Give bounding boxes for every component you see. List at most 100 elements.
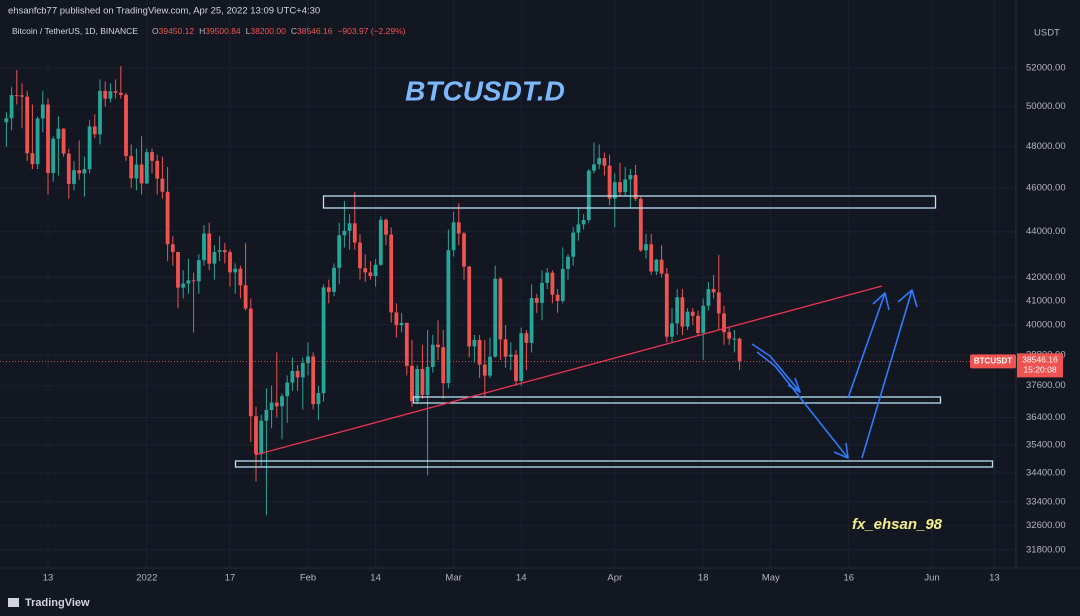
candle-body xyxy=(633,175,638,199)
y-tick-label: 50000.00 xyxy=(1026,101,1066,112)
candle-body xyxy=(202,233,206,261)
x-tick-label: 13 xyxy=(989,573,1000,584)
candle-body xyxy=(373,264,378,277)
symbol-label: BTCUSDT xyxy=(974,356,1012,365)
candle-body xyxy=(144,152,149,184)
candle-body xyxy=(332,267,336,292)
candle-body xyxy=(560,268,565,301)
arrow-head xyxy=(833,442,849,459)
candle-body xyxy=(394,312,399,326)
x-tick-label: 18 xyxy=(698,573,709,584)
candle-body xyxy=(155,160,160,179)
candles xyxy=(4,66,742,516)
candle-body xyxy=(540,282,544,303)
candle-body xyxy=(150,152,154,161)
candle-body xyxy=(399,322,404,326)
candle-body xyxy=(113,91,118,93)
legend-value: 39450.12 xyxy=(159,26,195,36)
candle-body xyxy=(378,219,383,265)
legend-symbol: Bitcoin / TetherUS, 1D, BINANCE xyxy=(12,26,138,36)
candle-body xyxy=(35,118,40,165)
candle-body xyxy=(4,118,9,123)
candle-body xyxy=(462,233,466,267)
candle-body xyxy=(436,344,440,348)
candle-body xyxy=(191,280,196,282)
candle-body xyxy=(727,332,732,339)
candle-body xyxy=(300,363,305,378)
candle-body xyxy=(701,305,706,333)
candle-body xyxy=(87,126,92,170)
legend: Bitcoin / TetherUS, 1D, BINANCE O39450.12… xyxy=(12,26,406,36)
candle-body xyxy=(456,222,461,234)
x-tick-label: Mar xyxy=(445,573,461,584)
x-tick-label: Feb xyxy=(300,573,316,584)
candle-body xyxy=(732,338,737,340)
y-tick-label: 34400.00 xyxy=(1026,467,1066,478)
candle-body xyxy=(295,370,300,378)
candle-body xyxy=(503,339,508,357)
candle-body xyxy=(675,297,680,324)
candle-body xyxy=(254,416,258,454)
y-tick-label: 44000.00 xyxy=(1026,226,1066,237)
candle-body xyxy=(77,170,82,174)
candle-body xyxy=(690,311,695,316)
candle-body xyxy=(285,382,290,397)
footer: TradingView xyxy=(8,597,90,609)
candle-body xyxy=(243,285,248,309)
candle-body xyxy=(488,356,492,376)
annotation-title: BTCUSDT.D xyxy=(405,75,565,106)
candle-body xyxy=(9,95,14,119)
candle-body xyxy=(176,251,180,288)
legend-key: O xyxy=(152,26,159,36)
signature: fx_ehsan_98 xyxy=(852,516,943,533)
x-tick-label: 14 xyxy=(370,573,381,584)
candle-body xyxy=(233,268,238,273)
candle-body xyxy=(519,333,524,382)
legend-key: C xyxy=(291,26,297,36)
candle-body xyxy=(696,315,700,333)
candle-body xyxy=(571,232,576,257)
candle-body xyxy=(269,402,274,411)
candle-body xyxy=(129,155,134,179)
candle-body xyxy=(56,128,61,139)
support-zone xyxy=(412,396,942,404)
candle-body xyxy=(186,280,191,284)
candle-body xyxy=(566,256,570,269)
axes: 31800.00 32600.00 33400.00 34400.00 35400.00… xyxy=(0,63,1066,584)
candle-body xyxy=(514,354,518,382)
candle-body xyxy=(290,370,295,383)
candle-body xyxy=(384,219,388,235)
candle-body xyxy=(628,175,633,180)
candle-body xyxy=(451,222,456,251)
candle-body xyxy=(20,95,24,97)
y-tick-label: 32600.00 xyxy=(1026,520,1066,531)
x-tick-label: 17 xyxy=(225,573,236,584)
candle-body xyxy=(586,170,591,220)
candle-body xyxy=(644,244,648,251)
candle-body xyxy=(238,268,243,286)
candle-body xyxy=(306,356,310,364)
candle-body xyxy=(118,92,123,95)
candle-body xyxy=(40,104,45,119)
candle-body xyxy=(477,339,482,365)
y-tick-label: 37600.00 xyxy=(1026,380,1066,391)
candle-body xyxy=(46,104,50,173)
support-zone xyxy=(234,460,994,468)
candle-body xyxy=(326,287,331,292)
arrow xyxy=(847,292,886,399)
candle-body xyxy=(592,164,596,171)
x-tick-label: 14 xyxy=(516,573,527,584)
candle-body xyxy=(124,94,128,156)
candle-body xyxy=(534,298,539,303)
candle-body xyxy=(425,366,430,395)
candle-body xyxy=(404,322,409,366)
candle-body xyxy=(618,182,622,193)
symbol-label-box xyxy=(970,354,1016,369)
candle-body xyxy=(259,420,264,454)
candle-body xyxy=(389,234,394,313)
candle-body xyxy=(72,170,76,184)
candle-body xyxy=(612,182,617,199)
candle-body xyxy=(342,230,347,236)
